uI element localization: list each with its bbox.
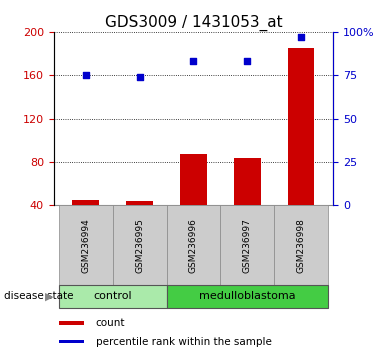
Text: GSM236998: GSM236998 [296,218,306,273]
Bar [167,205,220,285]
Point [83,72,89,78]
Bar [59,285,167,308]
Point [137,74,143,80]
Bar [59,321,84,325]
Bar [59,340,84,343]
Text: medulloblastoma: medulloblastoma [199,291,296,302]
Text: ▶: ▶ [45,291,54,302]
Bar [288,48,314,205]
Point [298,34,304,40]
Bar [234,158,260,205]
Bar [126,201,153,205]
Point [190,58,196,64]
Text: GSM236994: GSM236994 [81,218,90,273]
Bar [220,205,274,285]
Bar [274,205,328,285]
Bar [180,154,207,205]
Bar [167,285,328,308]
Text: disease state: disease state [4,291,73,302]
Point [244,58,250,64]
Text: control: control [93,291,132,302]
Bar [113,205,167,285]
Text: GSM236995: GSM236995 [135,218,144,273]
Text: percentile rank within the sample: percentile rank within the sample [96,337,272,347]
Title: GDS3009 / 1431053_at: GDS3009 / 1431053_at [105,14,282,30]
Bar [72,200,99,205]
Text: count: count [96,318,125,328]
Bar [59,205,113,285]
Text: GSM236997: GSM236997 [243,218,252,273]
Text: GSM236996: GSM236996 [189,218,198,273]
